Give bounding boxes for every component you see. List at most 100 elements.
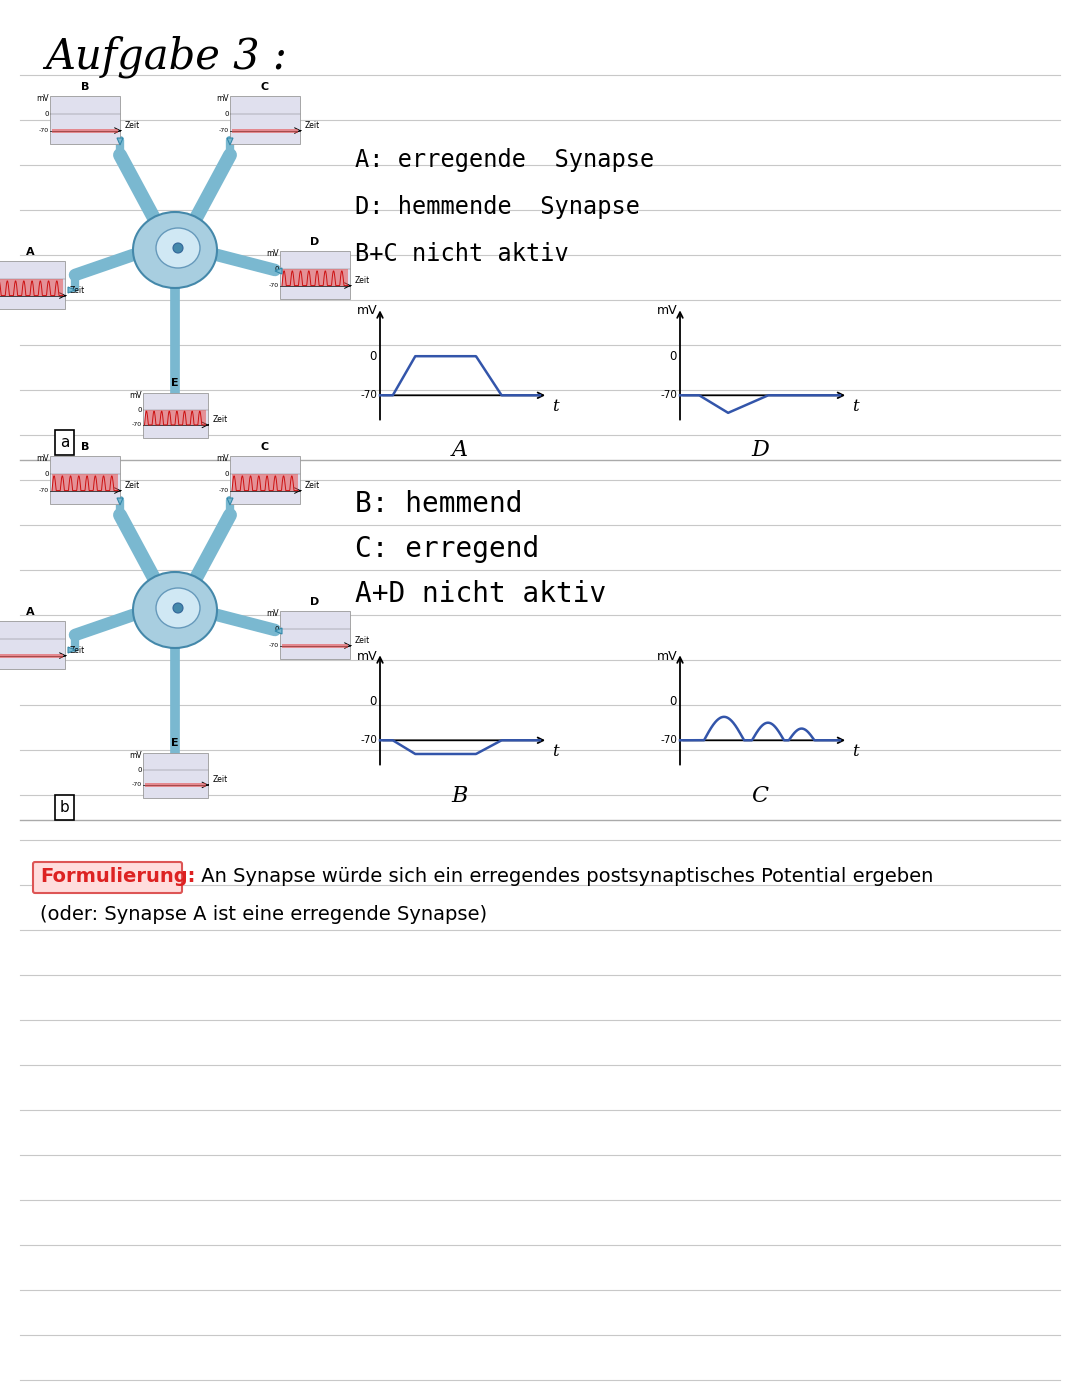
Text: E: E bbox=[172, 378, 179, 388]
Text: 0: 0 bbox=[44, 472, 49, 477]
Bar bbox=[282, 643, 348, 647]
Text: -70: -70 bbox=[39, 128, 49, 133]
Bar bbox=[143, 752, 207, 798]
Text: A: erregende  Synapse: A: erregende Synapse bbox=[355, 148, 654, 172]
Text: B+C nicht aktiv: B+C nicht aktiv bbox=[355, 241, 569, 266]
Text: 0: 0 bbox=[274, 626, 279, 632]
Text: B: B bbox=[81, 82, 90, 92]
Text: -70: -70 bbox=[132, 783, 141, 787]
Text: An Synapse würde sich ein erregendes postsynaptisches Potential ergeben: An Synapse würde sich ein erregendes pos… bbox=[195, 868, 933, 886]
Text: t: t bbox=[852, 399, 859, 416]
Ellipse shape bbox=[156, 227, 200, 268]
Bar bbox=[0, 621, 65, 670]
Text: Zeit: Zeit bbox=[125, 120, 140, 130]
Bar bbox=[280, 251, 350, 299]
Text: Aufgabe 3 :: Aufgabe 3 : bbox=[45, 35, 287, 78]
Polygon shape bbox=[227, 498, 233, 505]
Bar bbox=[50, 456, 120, 504]
Text: Zeit: Zeit bbox=[305, 120, 321, 130]
Text: t: t bbox=[852, 744, 859, 760]
Text: C: C bbox=[261, 442, 269, 452]
Text: Zeit: Zeit bbox=[305, 480, 321, 490]
Bar bbox=[145, 410, 205, 425]
Polygon shape bbox=[117, 138, 123, 145]
Text: -70: -70 bbox=[360, 735, 377, 745]
Text: -70: -70 bbox=[360, 391, 377, 400]
Ellipse shape bbox=[133, 572, 217, 649]
Text: -70: -70 bbox=[660, 391, 677, 400]
Polygon shape bbox=[68, 647, 75, 653]
Text: 0: 0 bbox=[225, 472, 229, 477]
Text: 0: 0 bbox=[137, 406, 141, 413]
Bar bbox=[0, 279, 63, 296]
Text: A: A bbox=[451, 439, 468, 462]
Text: Zeit: Zeit bbox=[70, 286, 85, 294]
Bar bbox=[232, 474, 298, 491]
Text: -70: -70 bbox=[39, 488, 49, 492]
Text: Zeit: Zeit bbox=[213, 414, 228, 424]
Text: -70: -70 bbox=[660, 735, 677, 745]
Text: 0: 0 bbox=[225, 112, 229, 117]
Bar bbox=[0, 654, 63, 657]
Text: mV: mV bbox=[129, 751, 141, 759]
Text: mV: mV bbox=[356, 304, 377, 318]
Text: Zeit: Zeit bbox=[355, 276, 370, 285]
Bar bbox=[280, 611, 350, 658]
Text: mV: mV bbox=[216, 93, 229, 103]
Text: Zeit: Zeit bbox=[213, 774, 228, 784]
Bar bbox=[230, 96, 300, 144]
Text: D: hemmende  Synapse: D: hemmende Synapse bbox=[355, 195, 640, 219]
Polygon shape bbox=[275, 628, 282, 633]
Text: B: B bbox=[81, 442, 90, 452]
Text: Zeit: Zeit bbox=[125, 480, 140, 490]
Text: B: hemmend: B: hemmend bbox=[355, 490, 523, 518]
Text: mV: mV bbox=[356, 650, 377, 663]
Bar bbox=[145, 783, 205, 787]
Ellipse shape bbox=[173, 603, 183, 612]
Text: t: t bbox=[552, 744, 558, 760]
Text: (oder: Synapse A ist eine erregende Synapse): (oder: Synapse A ist eine erregende Syna… bbox=[40, 905, 487, 923]
Text: B: B bbox=[451, 784, 469, 806]
Polygon shape bbox=[68, 287, 75, 293]
Text: Zeit: Zeit bbox=[70, 646, 85, 654]
Text: E: E bbox=[172, 738, 179, 749]
Text: mV: mV bbox=[37, 93, 49, 103]
Text: A+D nicht aktiv: A+D nicht aktiv bbox=[355, 580, 606, 608]
Text: C: C bbox=[752, 784, 769, 806]
Text: 0: 0 bbox=[369, 695, 377, 707]
Text: C: erregend: C: erregend bbox=[355, 536, 539, 564]
Text: 0: 0 bbox=[274, 266, 279, 272]
Bar bbox=[230, 456, 300, 504]
Text: mV: mV bbox=[216, 453, 229, 463]
Text: Zeit: Zeit bbox=[355, 636, 370, 644]
Bar bbox=[0, 261, 65, 310]
Text: mV: mV bbox=[267, 248, 279, 258]
Text: Formulierung:: Formulierung: bbox=[40, 868, 195, 886]
Text: D: D bbox=[310, 597, 320, 607]
Text: t: t bbox=[552, 399, 558, 416]
Text: -70: -70 bbox=[132, 423, 141, 427]
Ellipse shape bbox=[173, 243, 183, 252]
Polygon shape bbox=[117, 498, 123, 505]
Text: 0: 0 bbox=[369, 350, 377, 363]
Text: C: C bbox=[261, 82, 269, 92]
FancyBboxPatch shape bbox=[33, 862, 183, 893]
Text: 0: 0 bbox=[670, 695, 677, 707]
Text: 0: 0 bbox=[137, 767, 141, 773]
Bar bbox=[52, 474, 118, 491]
Polygon shape bbox=[275, 268, 282, 273]
Text: 0: 0 bbox=[670, 350, 677, 363]
Bar bbox=[143, 392, 207, 438]
Text: mV: mV bbox=[657, 304, 677, 318]
Bar bbox=[50, 96, 120, 144]
Text: -70: -70 bbox=[269, 643, 279, 649]
Text: mV: mV bbox=[129, 391, 141, 399]
Text: mV: mV bbox=[657, 650, 677, 663]
Bar bbox=[282, 269, 348, 286]
Polygon shape bbox=[227, 138, 233, 145]
Bar bbox=[52, 128, 118, 133]
Ellipse shape bbox=[133, 212, 217, 287]
Text: mV: mV bbox=[37, 453, 49, 463]
Text: 0: 0 bbox=[44, 112, 49, 117]
Ellipse shape bbox=[156, 589, 200, 628]
